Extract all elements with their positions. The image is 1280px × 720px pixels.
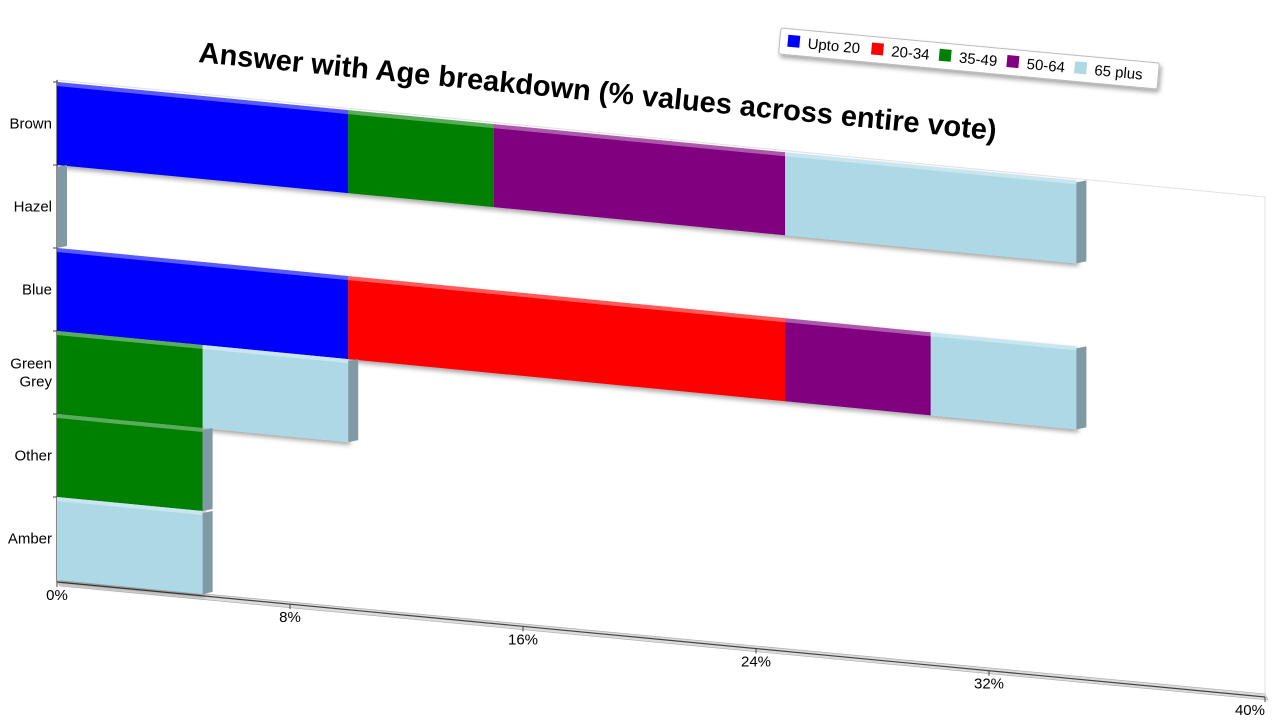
legend-swatch xyxy=(870,42,885,56)
legend-item: 20-34 xyxy=(870,42,930,64)
x-tick-label: 24% xyxy=(741,654,771,671)
legend-item: 50-64 xyxy=(1006,55,1066,76)
legend-box: Upto 20 20-34 35-49 50-64 65 plus xyxy=(778,27,1160,90)
legend-label: 35-49 xyxy=(958,50,998,70)
bar-row-0 xyxy=(57,82,1087,264)
legend-label: 20-34 xyxy=(890,43,930,63)
bar-segment xyxy=(348,110,494,208)
bar-row-5 xyxy=(57,497,213,595)
x-tick-label: 0% xyxy=(46,587,68,604)
legend-swatch xyxy=(787,34,801,48)
bar-segment-highlight xyxy=(785,152,1077,185)
legend-swatch xyxy=(938,48,952,62)
category-label: Blue xyxy=(22,282,52,299)
x-axis-line xyxy=(56,581,1266,698)
legend-swatch xyxy=(1074,61,1088,75)
bar-end-face xyxy=(202,511,213,595)
bar-row-4 xyxy=(57,414,213,512)
bars-layer xyxy=(57,82,1087,595)
legend-item: 65 plus xyxy=(1074,61,1144,84)
bar-segment-highlight xyxy=(202,345,349,364)
legend-swatch xyxy=(1006,55,1020,69)
category-label-line: Green xyxy=(10,356,52,373)
bar-segment-highlight xyxy=(493,124,786,157)
x-tick-label: 40% xyxy=(1235,702,1265,719)
bar-segment-highlight xyxy=(57,497,203,516)
category-label-line: Other xyxy=(14,448,52,465)
bar-segment-highlight xyxy=(57,414,203,433)
category-label-line: Brown xyxy=(9,116,52,133)
bar-row-2 xyxy=(57,248,1087,430)
category-label-line: Blue xyxy=(22,282,52,299)
bar-segment-highlight xyxy=(348,276,786,323)
bar-segment xyxy=(57,82,349,194)
bar-end-face xyxy=(1076,180,1087,264)
x-tick-label: 16% xyxy=(508,631,538,648)
bar-end-face xyxy=(202,428,213,512)
x-tick-label: 32% xyxy=(974,676,1004,693)
legend-label: 65 plus xyxy=(1094,62,1144,83)
bar-segment xyxy=(348,276,786,402)
legend-label: 50-64 xyxy=(1026,56,1066,76)
bar-segment xyxy=(785,318,931,416)
category-label-line: Amber xyxy=(8,531,52,548)
bar-segment xyxy=(57,331,203,429)
bar-segment xyxy=(785,152,1077,264)
category-label: Brown xyxy=(9,116,52,133)
bar-end-face xyxy=(348,359,359,443)
bar-row-1 xyxy=(57,165,67,248)
bar-segment-highlight xyxy=(785,318,931,337)
bar-end-face xyxy=(1076,346,1087,430)
bar-segment xyxy=(57,248,349,360)
category-label: Other xyxy=(14,448,52,465)
category-label-line: Hazel xyxy=(14,199,52,216)
bar-end-face xyxy=(57,165,67,248)
bar-segment-highlight xyxy=(57,331,203,350)
category-label: Amber xyxy=(8,531,52,548)
bar-segment-highlight xyxy=(930,332,1077,351)
bar-segment xyxy=(57,497,203,595)
bar-segment xyxy=(930,332,1077,430)
legend-item: Upto 20 xyxy=(787,34,861,58)
bar-segment xyxy=(202,345,349,443)
bar-row-3 xyxy=(57,331,359,443)
category-label: Green Grey xyxy=(10,356,52,391)
bar-segment xyxy=(493,124,786,236)
bar-segment-highlight xyxy=(348,110,494,129)
category-label: Hazel xyxy=(14,199,52,216)
bar-segment-highlight xyxy=(57,82,349,115)
category-label-line: Grey xyxy=(19,374,52,391)
legend: Upto 20 20-34 35-49 50-64 65 plus xyxy=(778,27,1160,90)
legend-item: 35-49 xyxy=(938,48,998,70)
bar-segment-highlight xyxy=(57,248,349,281)
axis-labels: Brown Hazel Blue Green Grey Other Amber 0% 8% 16%… xyxy=(8,81,1266,719)
x-tick-label: 8% xyxy=(279,609,301,626)
bar-segment xyxy=(57,414,203,512)
legend-label: Upto 20 xyxy=(807,36,861,58)
